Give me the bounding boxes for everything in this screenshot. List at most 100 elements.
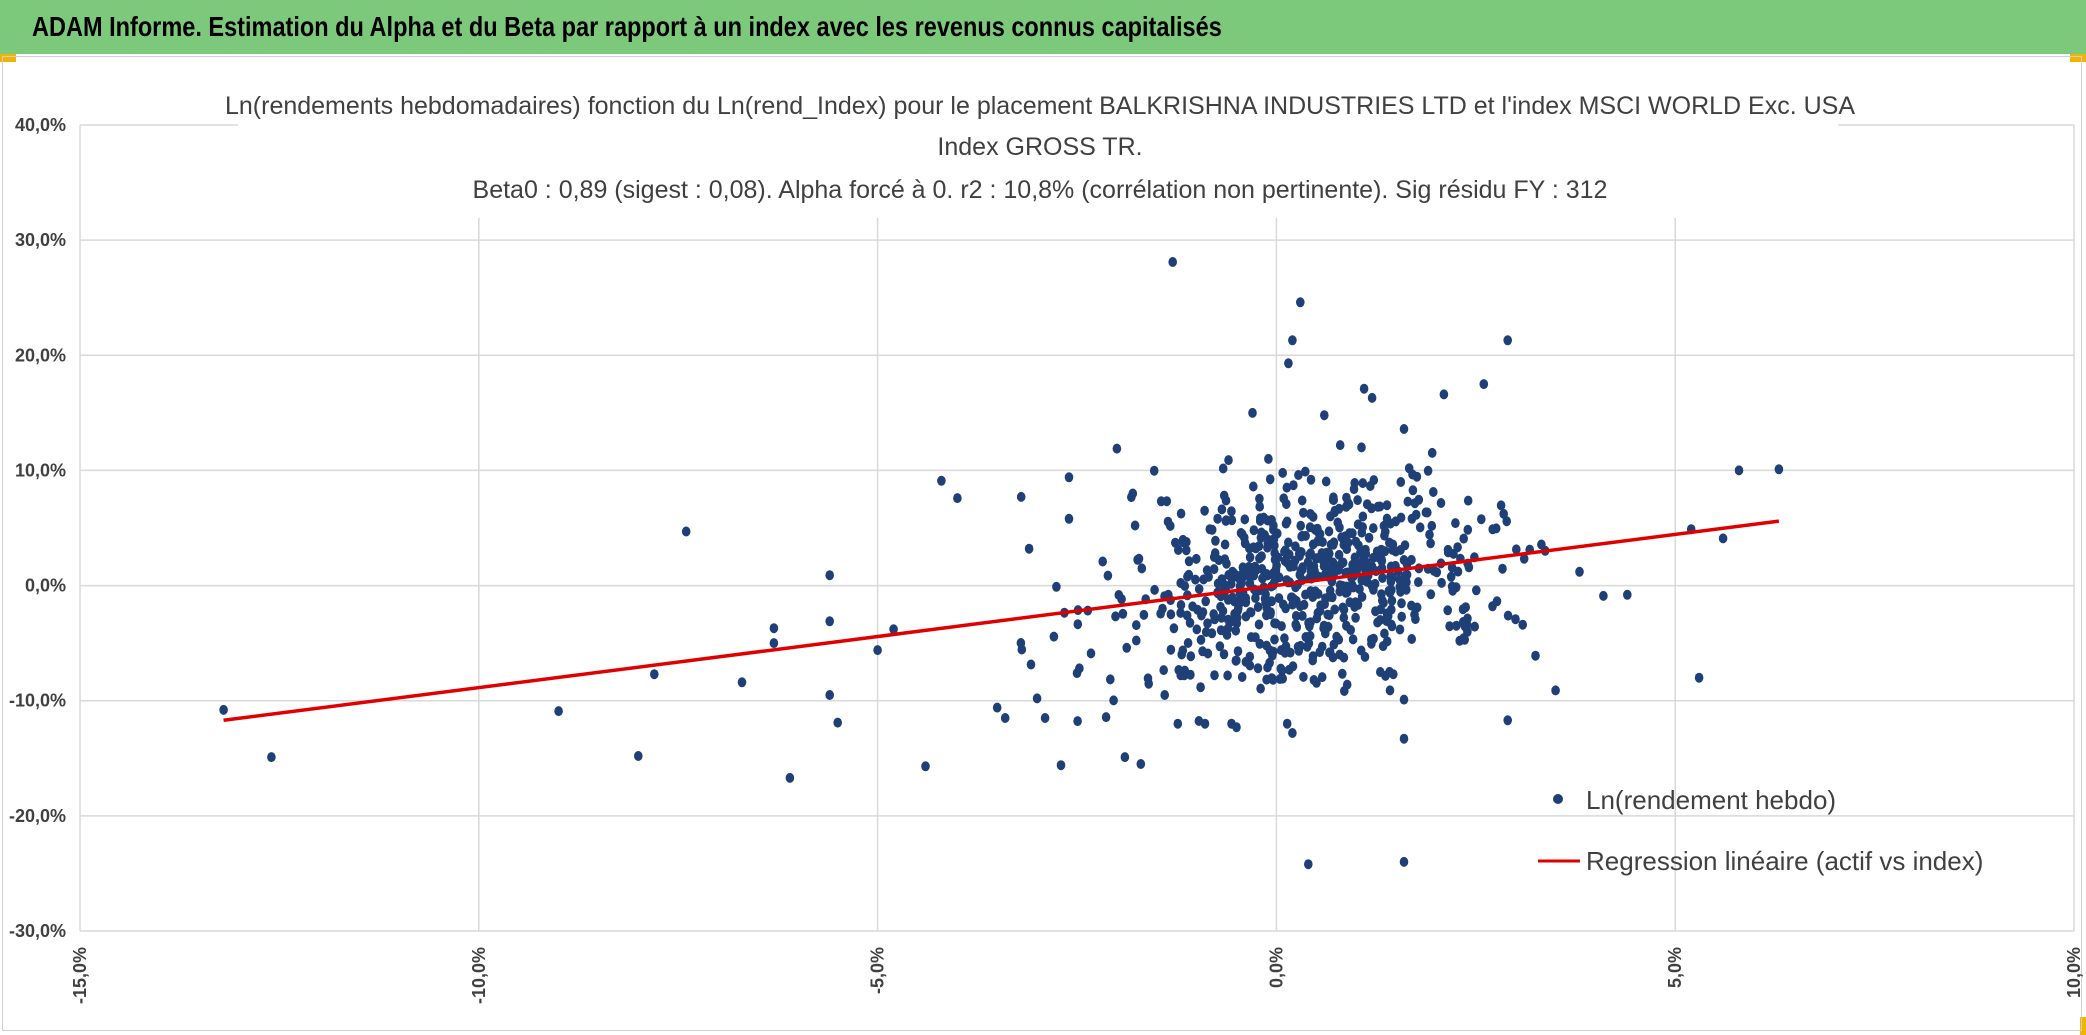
scatter-point bbox=[1421, 507, 1431, 518]
scatter-point bbox=[1253, 663, 1263, 674]
scatter-point bbox=[1463, 524, 1473, 535]
chart-title-line-1: Ln(rendements hebdomadaires) fonction du… bbox=[225, 92, 1855, 120]
scatter-point bbox=[769, 623, 779, 634]
scatter-point bbox=[1359, 383, 1369, 394]
scatter-point bbox=[1315, 605, 1325, 616]
scatter-point bbox=[937, 475, 946, 486]
scatter-point bbox=[1429, 487, 1438, 497]
scatter-point bbox=[1376, 667, 1385, 677]
scatter-point bbox=[1498, 563, 1507, 574]
scatter-point bbox=[1296, 520, 1305, 531]
scatter-point bbox=[1488, 524, 1497, 535]
scatter-point bbox=[1072, 668, 1082, 679]
scatter-point bbox=[1220, 539, 1230, 550]
legend-marker-scatter bbox=[1553, 794, 1563, 804]
scatter-point bbox=[1311, 525, 1321, 536]
scatter-point bbox=[1399, 856, 1409, 867]
scatter-point bbox=[1447, 581, 1457, 592]
scatter-point bbox=[1295, 601, 1305, 612]
scatter-point bbox=[1016, 638, 1026, 648]
scatter-point bbox=[1294, 645, 1304, 656]
scatter-point bbox=[1180, 581, 1190, 591]
report-banner: ADAM Informe. Estimation du Alpha et du … bbox=[0, 0, 2086, 54]
scatter-point bbox=[1412, 471, 1422, 482]
scatter-point bbox=[1296, 297, 1305, 308]
scatter-point bbox=[1305, 621, 1314, 632]
scatter-point bbox=[554, 706, 563, 717]
scatter-point bbox=[1207, 524, 1217, 535]
scatter-point bbox=[1132, 620, 1141, 631]
scatter-point bbox=[1289, 594, 1299, 604]
scatter-point bbox=[1439, 389, 1449, 400]
scatter-point bbox=[1378, 641, 1388, 652]
scatter-point bbox=[1357, 591, 1367, 602]
scatter-point bbox=[1414, 577, 1423, 588]
scatter-point bbox=[1255, 638, 1265, 649]
scatter-point bbox=[1362, 499, 1372, 510]
y-tick-label: 10,0% bbox=[15, 460, 66, 480]
scatter-point bbox=[1321, 476, 1331, 487]
scatter-point bbox=[1176, 670, 1185, 681]
scatter-point bbox=[1188, 601, 1197, 612]
scatter-point bbox=[1380, 546, 1390, 557]
scatter-point bbox=[1244, 569, 1253, 580]
scatter-point bbox=[1159, 665, 1168, 676]
scatter-point bbox=[1338, 668, 1347, 679]
scatter-point bbox=[1200, 505, 1209, 516]
scatter-point bbox=[1404, 463, 1414, 474]
legend: Ln(rendement hebdo) Regression linéaire … bbox=[1538, 785, 1983, 876]
scatter-point bbox=[1353, 599, 1363, 610]
scatter-point bbox=[1335, 522, 1344, 533]
scatter-point bbox=[1288, 728, 1297, 738]
scatter-point bbox=[1359, 548, 1369, 559]
scatter-point bbox=[1156, 496, 1166, 507]
scatter-point bbox=[1120, 752, 1130, 763]
scatter-point bbox=[1479, 379, 1489, 390]
scatter-point bbox=[1261, 597, 1270, 608]
scatter-point bbox=[1111, 611, 1120, 622]
scatter-point bbox=[1209, 564, 1219, 575]
scatter-point bbox=[1248, 407, 1257, 418]
scatter-point bbox=[1192, 553, 1201, 564]
scatter-point bbox=[1503, 610, 1513, 621]
scatter-point bbox=[1169, 623, 1179, 634]
scatter-point bbox=[1317, 672, 1327, 683]
scatter-point bbox=[1278, 673, 1287, 684]
scatter-point bbox=[1227, 515, 1237, 526]
scatter-point bbox=[1166, 520, 1175, 531]
scatter-point bbox=[1326, 563, 1336, 574]
scatter-point bbox=[1194, 584, 1204, 594]
scatter-point bbox=[1109, 695, 1118, 706]
scatter-point bbox=[1334, 549, 1344, 560]
scatter-point bbox=[1186, 669, 1195, 680]
scatter-point bbox=[1623, 589, 1632, 600]
scatter-point bbox=[1249, 525, 1259, 536]
scatter-point bbox=[1397, 611, 1406, 622]
scatter-point bbox=[1408, 485, 1418, 496]
scatter-point bbox=[1358, 478, 1368, 489]
scatter-point bbox=[1734, 465, 1744, 476]
scatter-point bbox=[1407, 513, 1417, 524]
scatter-point bbox=[1367, 580, 1376, 591]
scatter-point bbox=[1224, 455, 1233, 466]
scatter-point bbox=[1178, 537, 1188, 548]
scatter-point bbox=[1437, 577, 1446, 588]
scatter-point bbox=[1268, 674, 1278, 685]
scatter-point bbox=[1073, 716, 1082, 727]
scatter-point bbox=[1309, 675, 1319, 685]
legend-label-scatter: Ln(rendement hebdo) bbox=[1586, 785, 1836, 815]
scatter-point bbox=[1351, 612, 1360, 623]
scatter-point bbox=[1234, 603, 1243, 614]
scatter-point bbox=[1381, 526, 1390, 537]
scatter-point bbox=[1200, 718, 1210, 729]
regression-line bbox=[223, 519, 1780, 723]
scatter-point bbox=[1160, 690, 1169, 700]
scatter-point bbox=[1196, 682, 1205, 693]
scatter-point bbox=[1304, 859, 1313, 870]
corner-accent-bottom-right bbox=[2080, 1017, 2086, 1035]
scatter-point bbox=[1056, 760, 1066, 771]
scatter-point bbox=[1245, 552, 1255, 563]
scatter-point bbox=[1240, 538, 1250, 549]
scatter-point bbox=[1251, 543, 1261, 554]
scatter-point bbox=[1052, 581, 1061, 592]
